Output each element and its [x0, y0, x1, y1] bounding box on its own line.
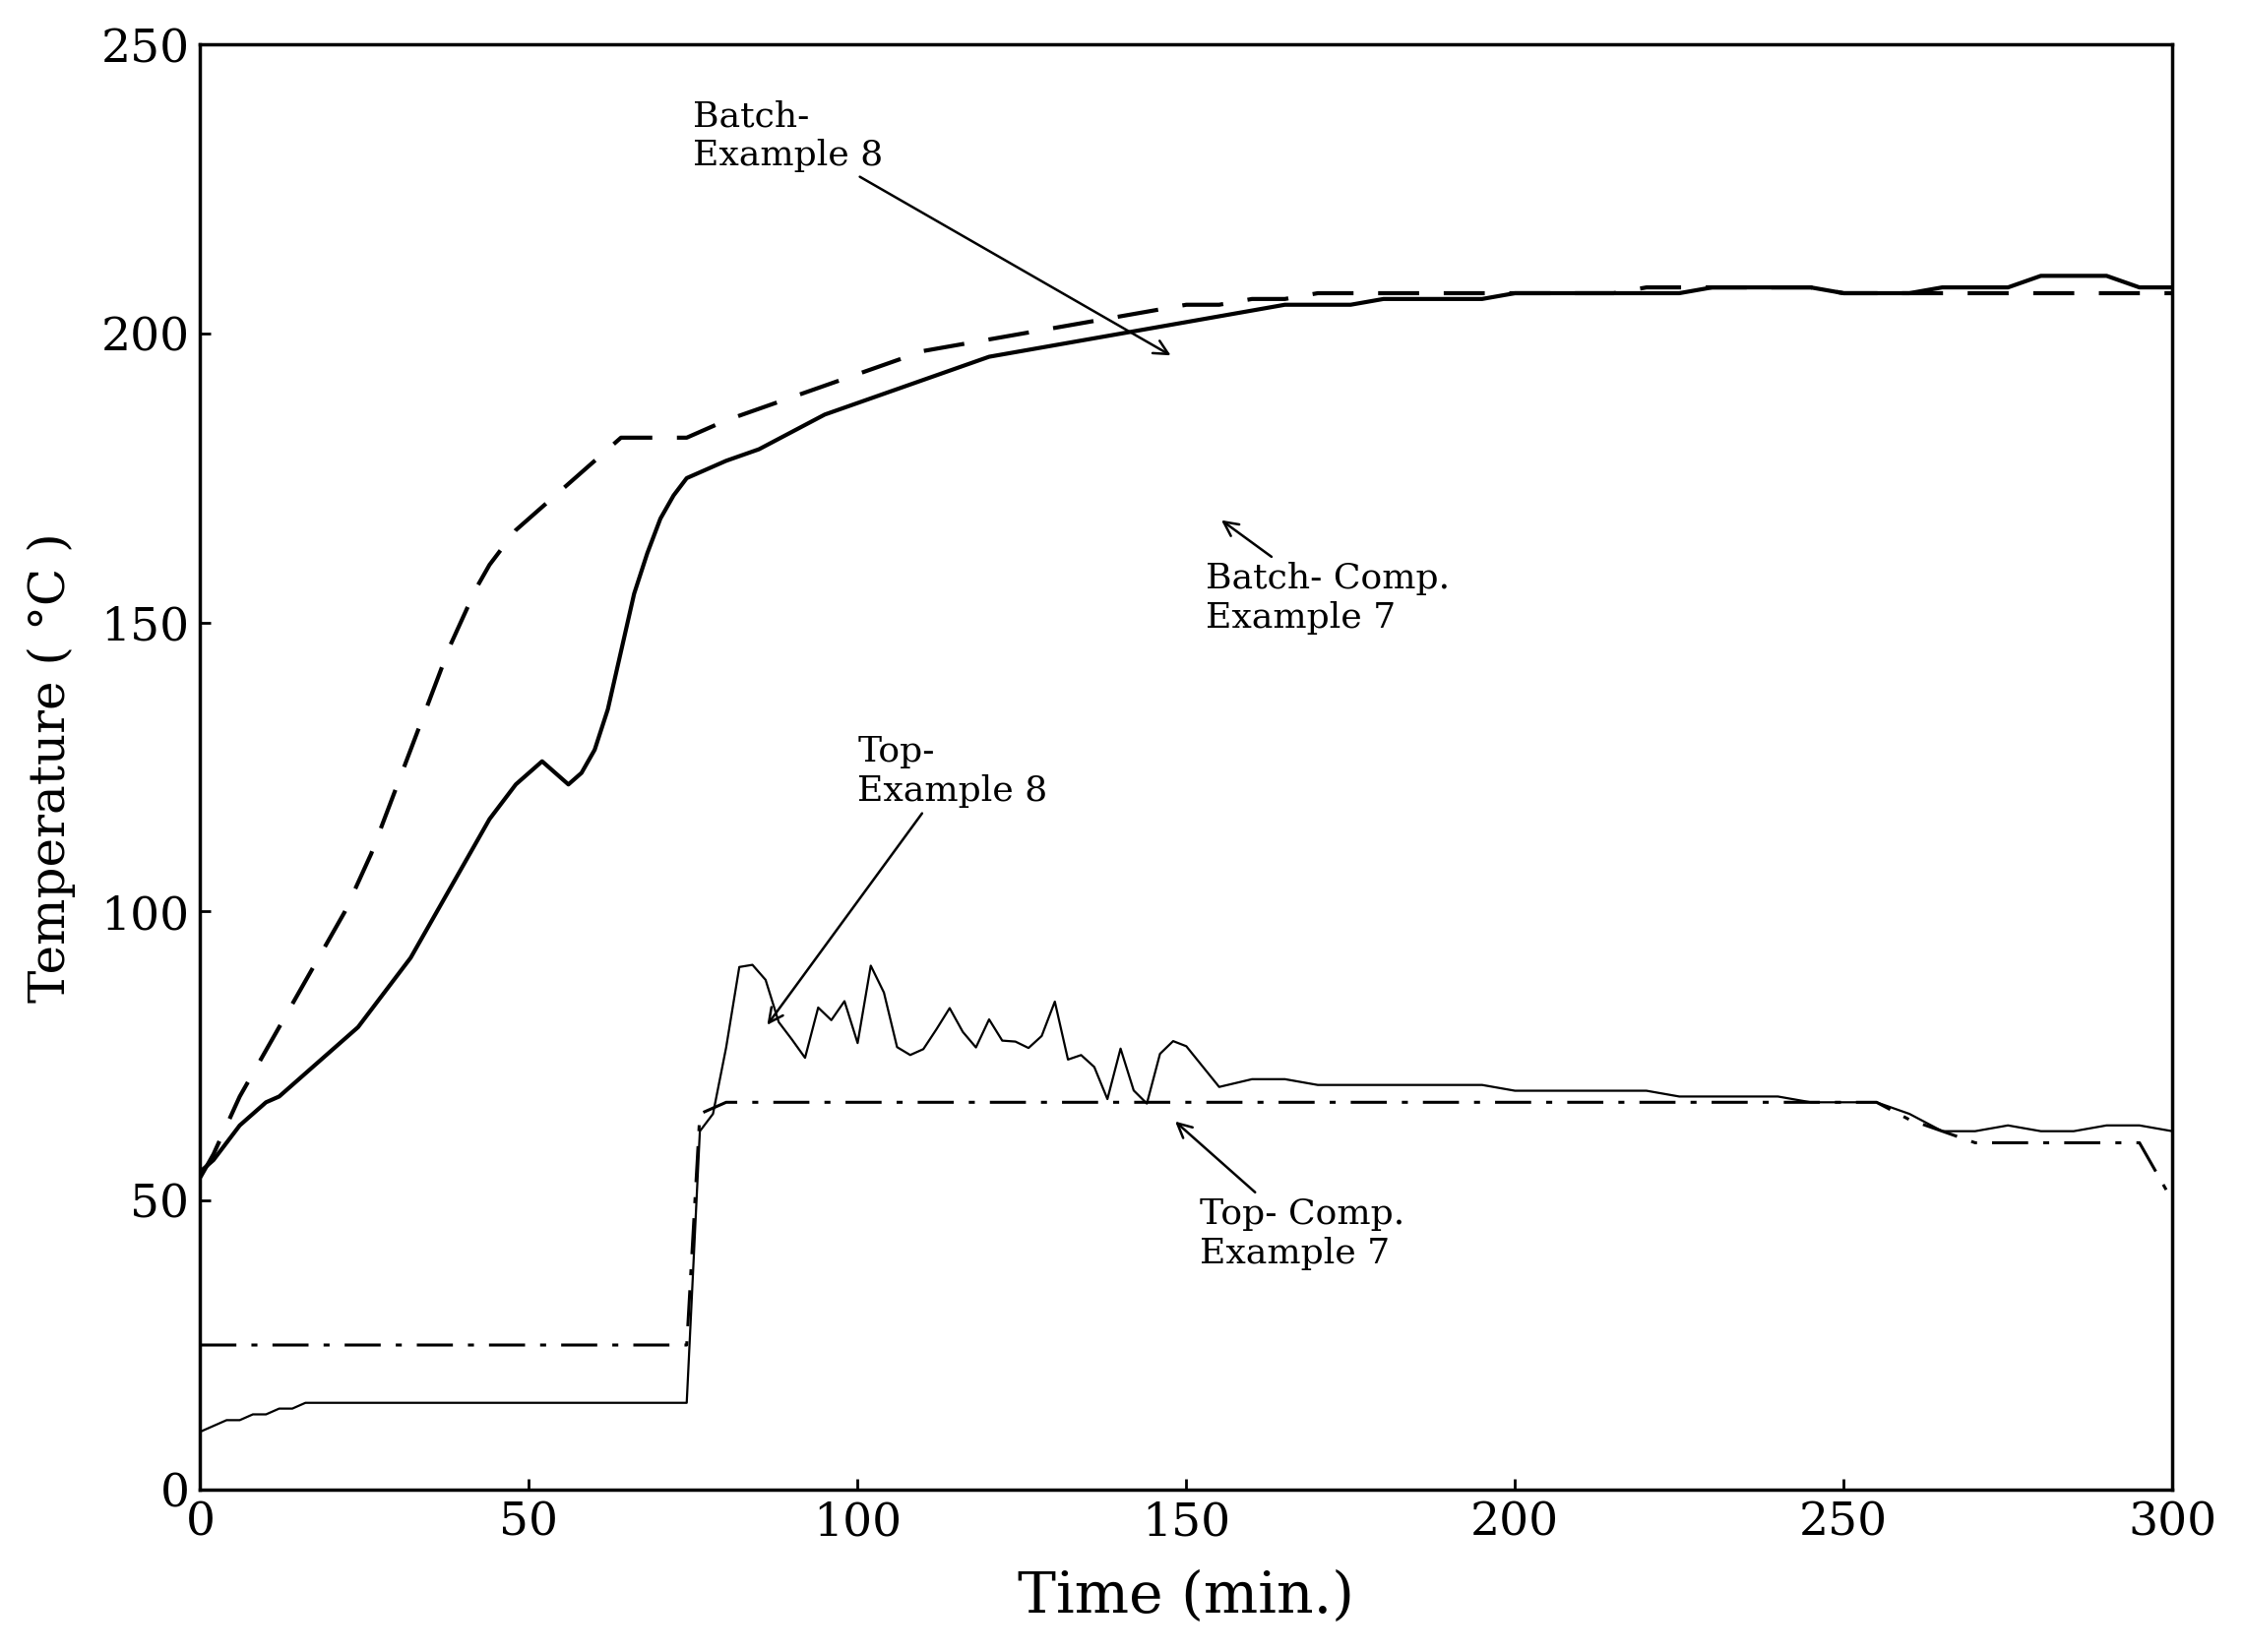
Text: Batch-
Example 8: Batch- Example 8: [693, 99, 1169, 354]
Text: Top- Comp.
Example 7: Top- Comp. Example 7: [1178, 1123, 1405, 1270]
X-axis label: Time (min.): Time (min.): [1019, 1569, 1355, 1624]
Text: Batch- Comp.
Example 7: Batch- Comp. Example 7: [1205, 522, 1450, 634]
Y-axis label: Temperature ( °C ): Temperature ( °C ): [27, 532, 76, 1003]
Text: Top-
Example 8: Top- Example 8: [770, 735, 1048, 1023]
